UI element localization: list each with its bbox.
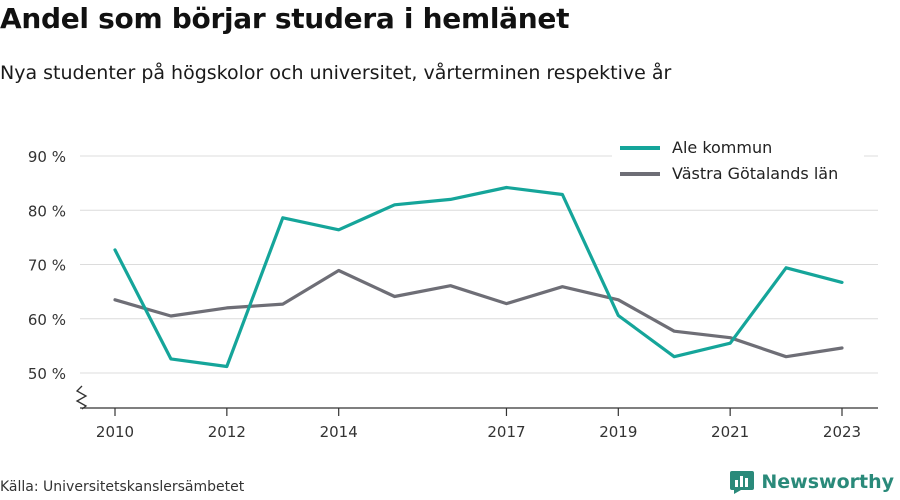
x-axis-ticks: 2010 2012 2014 2017 2019 2021 2023	[96, 408, 861, 441]
legend-label: Ale kommun	[672, 138, 772, 157]
x-tick-label: 2019	[599, 423, 637, 441]
y-tick-label: 70 %	[28, 257, 66, 275]
axis-break-icon	[75, 385, 88, 410]
x-tick-label: 2012	[208, 423, 246, 441]
y-tick-label: 90 %	[28, 148, 66, 166]
x-tick-label: 2021	[711, 423, 749, 441]
source-note: Källa: Universitetskanslersämbetet	[0, 479, 245, 495]
x-tick-label: 2010	[96, 423, 134, 441]
chart-title: Andel som börjar studera i hemlänet	[0, 2, 570, 35]
legend: Ale kommun Västra Götalands län	[612, 134, 864, 192]
brand-logo: Newsworthy	[729, 469, 894, 495]
newsworthy-logo-icon	[730, 471, 755, 494]
series-line	[113, 185, 844, 369]
x-axis	[75, 385, 878, 410]
legend-background	[612, 134, 864, 192]
x-tick-label: 2014	[320, 423, 358, 441]
y-tick-label: 60 %	[28, 311, 66, 329]
series-line	[113, 268, 844, 359]
y-axis-ticks: 50 % 60 % 70 % 80 % 90 %	[28, 148, 66, 383]
y-tick-label: 50 %	[28, 365, 66, 383]
grid-lines	[80, 155, 878, 374]
series-lines	[113, 185, 844, 369]
x-tick-label: 2017	[487, 423, 525, 441]
brand-name: Newsworthy	[761, 471, 894, 493]
chart-subtitle: Nya studenter på högskolor och universit…	[0, 62, 672, 84]
x-tick-label: 2023	[823, 423, 861, 441]
y-tick-label: 80 %	[28, 202, 66, 220]
legend-label: Västra Götalands län	[672, 164, 838, 183]
